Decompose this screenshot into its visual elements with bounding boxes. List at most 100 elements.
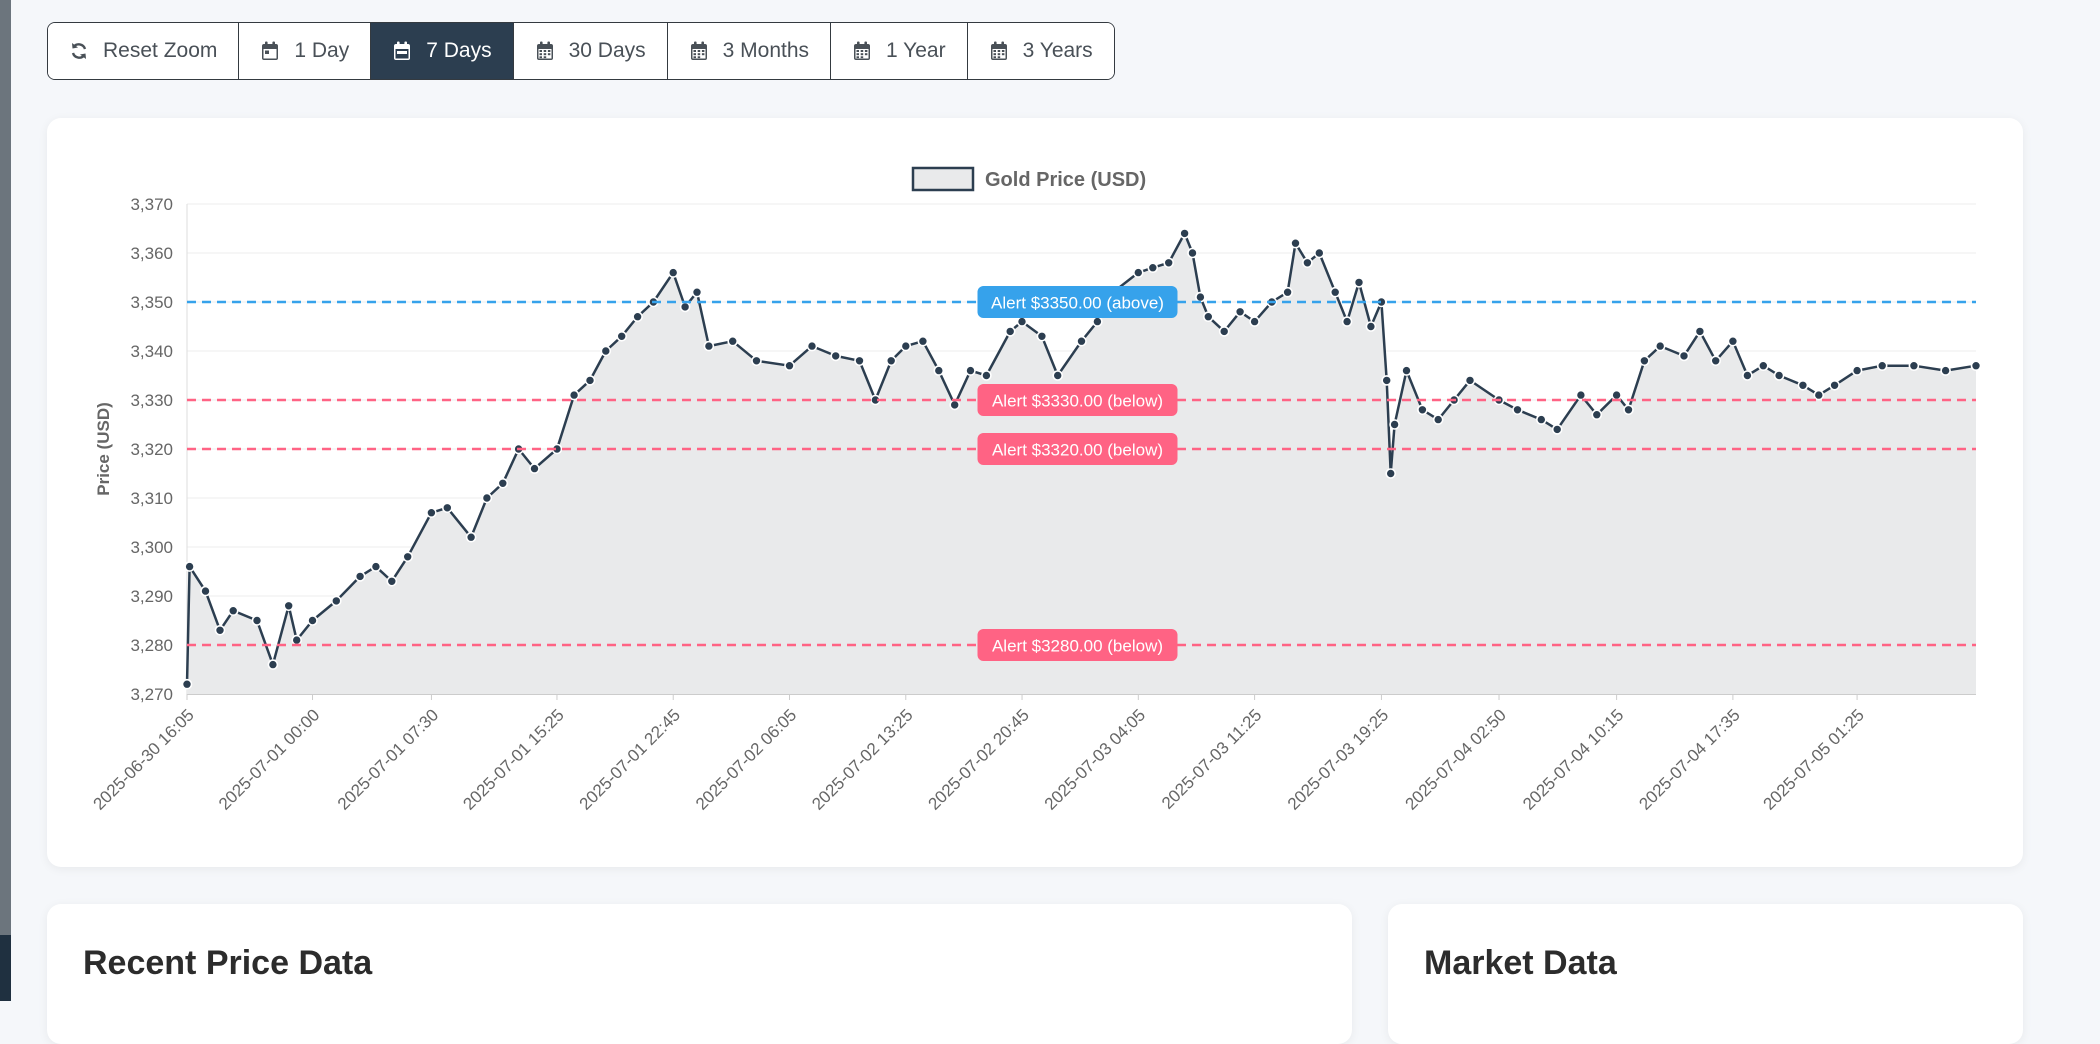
data-point bbox=[227, 605, 239, 617]
alert-label: Alert $3320.00 (below) bbox=[992, 441, 1163, 460]
alert-label-bg bbox=[977, 629, 1178, 661]
data-point bbox=[283, 600, 294, 612]
y-tick-label: 3,280 bbox=[130, 636, 173, 655]
data-point bbox=[965, 365, 976, 376]
data-point bbox=[1512, 404, 1523, 416]
alert-label-bg bbox=[977, 433, 1178, 465]
range-button-label: 7 Days bbox=[426, 39, 492, 62]
range-button-label: 3 Months bbox=[722, 39, 810, 62]
chart-legend: Gold Price (USD) bbox=[911, 166, 1146, 192]
data-point bbox=[568, 389, 580, 401]
data-point bbox=[1163, 257, 1174, 269]
data-point bbox=[1851, 365, 1863, 376]
3-years-button[interactable]: 3 Years bbox=[967, 23, 1114, 79]
data-point bbox=[1282, 286, 1293, 298]
data-point bbox=[600, 345, 612, 357]
x-tick-label: 2025-07-02 06:05 bbox=[692, 705, 800, 813]
alert-label-bg bbox=[977, 384, 1178, 416]
data-point bbox=[1187, 247, 1198, 259]
data-point bbox=[1341, 316, 1353, 327]
data-point bbox=[426, 507, 437, 519]
3-months-button[interactable]: 3 Months bbox=[667, 23, 832, 79]
market-data-card: Market Data bbox=[1388, 904, 2023, 1044]
data-point bbox=[1147, 262, 1159, 273]
calendar-icon bbox=[689, 41, 709, 61]
y-tick-label: 3,290 bbox=[130, 587, 173, 606]
data-point bbox=[529, 463, 540, 474]
data-point bbox=[330, 595, 342, 607]
data-point bbox=[1678, 350, 1690, 362]
data-point bbox=[703, 340, 715, 352]
1-year-button[interactable]: 1 Year bbox=[831, 23, 968, 79]
data-point bbox=[307, 615, 318, 626]
data-point bbox=[441, 502, 453, 514]
data-point bbox=[1575, 389, 1587, 401]
y-tick-label: 3,360 bbox=[130, 244, 173, 263]
data-point bbox=[1314, 247, 1325, 259]
data-point bbox=[1365, 321, 1377, 332]
y-tick-label: 3,350 bbox=[130, 293, 173, 312]
data-point bbox=[1432, 414, 1444, 425]
x-tick-label: 2025-07-01 15:25 bbox=[459, 705, 567, 813]
data-point bbox=[854, 355, 865, 367]
data-point bbox=[481, 492, 493, 504]
data-point bbox=[1401, 365, 1412, 376]
data-point bbox=[751, 355, 762, 367]
x-tick-label: 2025-07-01 07:30 bbox=[334, 705, 442, 813]
y-tick-label: 3,320 bbox=[130, 440, 173, 459]
sidebar-edge-footer bbox=[0, 935, 11, 1001]
data-point bbox=[1417, 404, 1428, 416]
alert-label: Alert $3350.00 (above) bbox=[991, 294, 1164, 313]
price-chart-card: 3,370 3,360 3,350 3,340 3,330 3,320 3,310 3,300… bbox=[47, 118, 2023, 867]
x-tick-label: 2025-07-02 20:45 bbox=[925, 705, 1033, 813]
range-button-label: 1 Year bbox=[886, 39, 946, 62]
y-tick-label: 3,300 bbox=[130, 538, 173, 557]
data-point bbox=[1940, 365, 1951, 376]
data-point bbox=[1004, 326, 1016, 337]
x-tick-label: 2025-07-02 13:25 bbox=[808, 705, 916, 813]
data-point bbox=[1773, 370, 1785, 381]
market-data-title: Market Data bbox=[1424, 944, 1617, 982]
data-point bbox=[251, 615, 263, 626]
y-tick-label: 3,370 bbox=[130, 195, 173, 214]
x-tick-label: 2025-07-01 22:45 bbox=[576, 705, 684, 813]
data-point bbox=[917, 335, 929, 347]
gold-price-chart[interactable]: 3,370 3,360 3,350 3,340 3,330 3,320 3,310 3,300… bbox=[47, 118, 2023, 867]
data-point bbox=[184, 561, 195, 572]
data-point bbox=[1639, 355, 1650, 367]
data-point bbox=[806, 340, 818, 352]
data-point bbox=[1758, 360, 1769, 371]
calendar-icon bbox=[989, 41, 1009, 61]
recent-price-data-title: Recent Price Data bbox=[83, 944, 373, 982]
x-tick-label: 2025-07-04 02:50 bbox=[1401, 705, 1509, 813]
data-point bbox=[1654, 340, 1666, 352]
x-tick-label: 2025-07-04 10:15 bbox=[1519, 705, 1627, 813]
1-day-button[interactable]: 1 Day bbox=[239, 23, 372, 79]
data-point bbox=[1385, 468, 1396, 479]
data-point bbox=[386, 575, 398, 587]
data-point bbox=[465, 531, 477, 543]
y-axis-title: Price (USD) bbox=[94, 402, 113, 496]
data-point bbox=[1076, 335, 1087, 347]
data-point bbox=[1464, 375, 1476, 386]
30-days-button[interactable]: 30 Days bbox=[513, 23, 668, 79]
data-point bbox=[1970, 360, 1982, 371]
data-point bbox=[1694, 326, 1706, 337]
calendar-week-icon bbox=[392, 41, 412, 61]
reset-zoom-button[interactable]: Reset Zoom bbox=[48, 23, 240, 79]
data-point bbox=[784, 360, 795, 371]
data-point bbox=[1876, 360, 1888, 371]
y-tick-label: 3,330 bbox=[130, 391, 173, 410]
data-point bbox=[1381, 375, 1392, 386]
data-point bbox=[1908, 360, 1920, 371]
data-point bbox=[1092, 316, 1103, 327]
data-point bbox=[1179, 228, 1190, 239]
calendar-day-icon bbox=[260, 41, 280, 61]
data-point bbox=[1389, 419, 1400, 430]
data-point bbox=[291, 634, 302, 646]
data-point bbox=[181, 678, 193, 690]
7-days-button[interactable]: 7 Days bbox=[371, 23, 514, 79]
data-point bbox=[1710, 355, 1721, 367]
data-point bbox=[1742, 370, 1753, 381]
data-point bbox=[1536, 414, 1547, 425]
